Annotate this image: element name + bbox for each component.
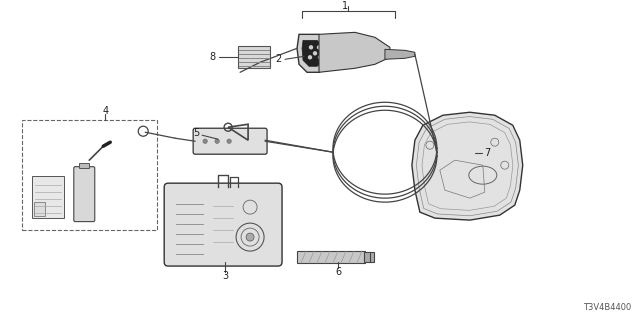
Circle shape [314, 52, 317, 55]
Circle shape [215, 139, 220, 143]
Bar [364, 252, 374, 262]
Text: 8: 8 [209, 52, 215, 62]
Text: 4: 4 [102, 106, 108, 116]
Bar [79, 163, 89, 168]
Bar [22, 120, 157, 230]
Text: T3V4B4400: T3V4B4400 [584, 303, 632, 312]
Text: 5: 5 [193, 128, 199, 138]
Text: 1: 1 [342, 1, 348, 12]
Circle shape [227, 139, 231, 143]
Text: 6: 6 [335, 267, 341, 277]
Text: 3: 3 [222, 271, 228, 281]
FancyBboxPatch shape [164, 183, 282, 266]
Bar [35, 202, 45, 216]
Polygon shape [319, 32, 390, 72]
Polygon shape [412, 112, 523, 220]
Circle shape [203, 139, 207, 143]
Bar [238, 46, 270, 68]
Text: 2: 2 [275, 54, 281, 64]
Circle shape [246, 233, 254, 241]
FancyBboxPatch shape [193, 128, 267, 154]
Circle shape [319, 56, 321, 59]
FancyBboxPatch shape [74, 167, 95, 222]
Text: 7: 7 [484, 148, 491, 158]
Polygon shape [302, 40, 326, 66]
Circle shape [310, 46, 312, 49]
Bar [297, 251, 365, 263]
Polygon shape [297, 34, 333, 72]
Circle shape [317, 46, 321, 49]
Circle shape [308, 56, 312, 59]
Polygon shape [385, 49, 415, 59]
Bar [33, 176, 64, 218]
